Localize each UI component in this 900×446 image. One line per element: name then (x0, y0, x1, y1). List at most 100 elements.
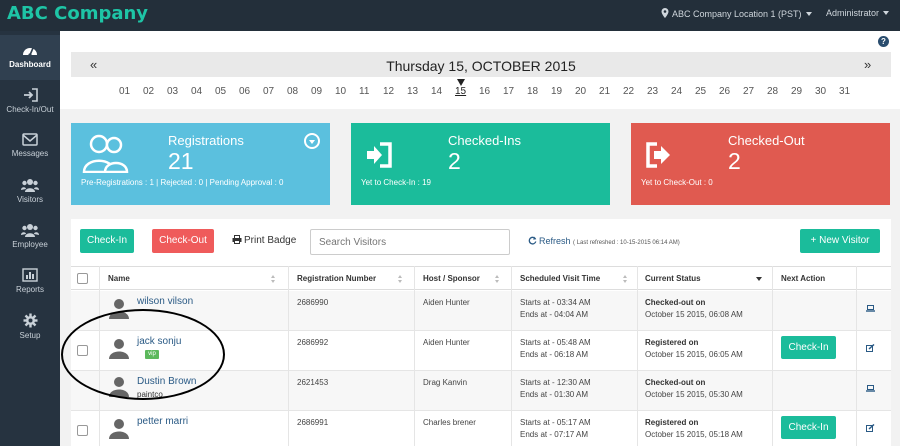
date-title: Thursday 15, OCTOBER 2015 (386, 58, 576, 74)
day-21[interactable]: 21 (599, 86, 611, 97)
day-31[interactable]: 31 (839, 86, 851, 97)
row-check-in-button[interactable]: Check-In (781, 336, 836, 359)
day-03[interactable]: 03 (167, 86, 179, 97)
day-24[interactable]: 24 (671, 86, 683, 97)
table-row[interactable]: wilson vilson 2686990 Aiden Hunter Starts a… (71, 291, 891, 331)
day-06[interactable]: 06 (239, 86, 251, 97)
day-25[interactable]: 25 (695, 86, 707, 97)
annotation-circle (61, 309, 225, 400)
sign-in-icon (367, 142, 392, 168)
laptop-icon[interactable] (866, 299, 875, 312)
day-27[interactable]: 27 (743, 86, 755, 97)
new-visitor-button[interactable]: + New Visitor (800, 229, 880, 253)
day-18[interactable]: 18 (527, 86, 539, 97)
sort-icon[interactable] (271, 275, 276, 283)
day-10[interactable]: 10 (335, 86, 347, 97)
sign-in-icon (23, 88, 38, 102)
card-subtitle: Yet to Check-In : 19 (361, 178, 431, 187)
visitor-name-link[interactable]: petter marri (137, 416, 189, 427)
day-17[interactable]: 17 (503, 86, 515, 97)
row-checkbox[interactable] (77, 425, 88, 436)
sort-icon[interactable] (623, 275, 628, 283)
visit-start-time: Starts at - 05:48 AM (520, 338, 591, 347)
edit-icon[interactable] (866, 419, 875, 432)
status-label: Checked-out on (645, 378, 706, 387)
day-28[interactable]: 28 (767, 86, 779, 97)
sidebar-item-visitors[interactable]: Visitors (0, 170, 60, 215)
column-header-scheduled-visit-time[interactable]: Scheduled Visit Time (520, 274, 601, 283)
print-badge-button[interactable]: Print Badge (232, 235, 296, 246)
help-icon[interactable]: ? (878, 36, 889, 47)
chevron-down-icon[interactable] (304, 133, 320, 149)
sidebar-item-employee[interactable]: Employee (0, 215, 60, 260)
sidebar-item-label: Employee (12, 240, 48, 249)
gear-icon (23, 313, 37, 328)
day-05[interactable]: 05 (215, 86, 227, 97)
column-divider (772, 266, 773, 446)
select-all-checkbox[interactable] (77, 273, 88, 284)
map-pin-icon (661, 8, 669, 18)
next-month-button[interactable]: » (864, 57, 872, 72)
day-22[interactable]: 22 (623, 86, 635, 97)
day-23[interactable]: 23 (647, 86, 659, 97)
row-check-in-button[interactable]: Check-In (781, 416, 836, 439)
day-16[interactable]: 16 (479, 86, 491, 97)
registration-number: 2621453 (297, 378, 329, 387)
location-selector[interactable]: ABC Company Location 1 (PST) (661, 8, 812, 19)
column-header-name[interactable]: Name (108, 274, 130, 283)
visit-end-time: Ends at - 07:17 AM (520, 430, 589, 439)
column-header-registration-number[interactable]: Registration Number (297, 274, 377, 283)
user-menu[interactable]: Administrator (826, 8, 890, 18)
day-19[interactable]: 19 (551, 86, 563, 97)
registration-number: 2686992 (297, 338, 329, 347)
day-14[interactable]: 14 (431, 86, 443, 97)
column-header-host[interactable]: Host / Sponsor (423, 274, 480, 283)
day-08[interactable]: 08 (287, 86, 299, 97)
day-09[interactable]: 09 (311, 86, 323, 97)
day-04[interactable]: 04 (191, 86, 203, 97)
day-11[interactable]: 11 (359, 86, 370, 97)
card-count: 21 (168, 148, 194, 174)
sidebar-item-dashboard[interactable]: Dashboard (0, 35, 60, 80)
day-13[interactable]: 13 (407, 86, 419, 97)
day-15[interactable]: 15 (455, 86, 467, 97)
check-out-button[interactable]: Check-Out (152, 229, 214, 253)
visitor-name-link[interactable]: wilson vilson (137, 296, 194, 307)
check-in-button[interactable]: Check-In (80, 229, 134, 253)
sidebar-item-messages[interactable]: Messages (0, 125, 60, 170)
sidebar-item-reports[interactable]: Reports (0, 260, 60, 305)
column-divider (288, 266, 289, 446)
status-time: October 15 2015, 05:30 AM (645, 390, 743, 399)
day-12[interactable]: 12 (383, 86, 395, 97)
refresh-button[interactable]: Refresh ( Last refreshed : 10-15-2015 06… (528, 236, 680, 246)
column-header-current-status[interactable]: Current Status (645, 274, 701, 283)
day-30[interactable]: 30 (815, 86, 827, 97)
day-29[interactable]: 29 (791, 86, 803, 97)
card-subtitle: Pre-Registrations : 1 | Rejected : 0 | P… (81, 178, 284, 187)
day-07[interactable]: 07 (263, 86, 275, 97)
brand-logo[interactable]: ABC Company (7, 3, 149, 24)
column-header-next-action[interactable]: Next Action (781, 274, 826, 283)
day-01[interactable]: 01 (119, 86, 131, 97)
checked-out-card[interactable]: Checked-Out 2 Yet to Check-Out : 0 (631, 123, 890, 205)
search-input[interactable] (310, 229, 510, 255)
sidebar-item-check-in-out[interactable]: Check-In/Out (0, 80, 60, 125)
prev-month-button[interactable]: « (90, 57, 98, 72)
main-content: ? « Thursday 15, OCTOBER 2015 » 01 02 03 04… (60, 31, 900, 446)
checked-ins-card[interactable]: Checked-Ins 2 Yet to Check-In : 19 (351, 123, 610, 205)
registrations-card[interactable]: Registrations 21 Pre-Registrations : 1 |… (71, 123, 330, 205)
sidebar-item-setup[interactable]: Setup (0, 305, 60, 350)
sort-desc-icon[interactable] (756, 277, 762, 281)
laptop-icon[interactable] (866, 379, 875, 392)
table-header: Name Registration Number Host / Sponsor … (71, 266, 891, 290)
users-icon (21, 179, 39, 192)
sign-out-icon (646, 142, 670, 168)
sidebar-item-label: Messages (11, 149, 49, 158)
edit-icon[interactable] (866, 339, 875, 352)
sort-icon[interactable] (398, 275, 403, 283)
day-02[interactable]: 02 (143, 86, 155, 97)
day-26[interactable]: 26 (719, 86, 731, 97)
sort-icon[interactable] (495, 275, 500, 283)
day-20[interactable]: 20 (575, 86, 587, 97)
table-row[interactable]: petter marri 2686991 Charles brener Starts … (71, 411, 891, 446)
